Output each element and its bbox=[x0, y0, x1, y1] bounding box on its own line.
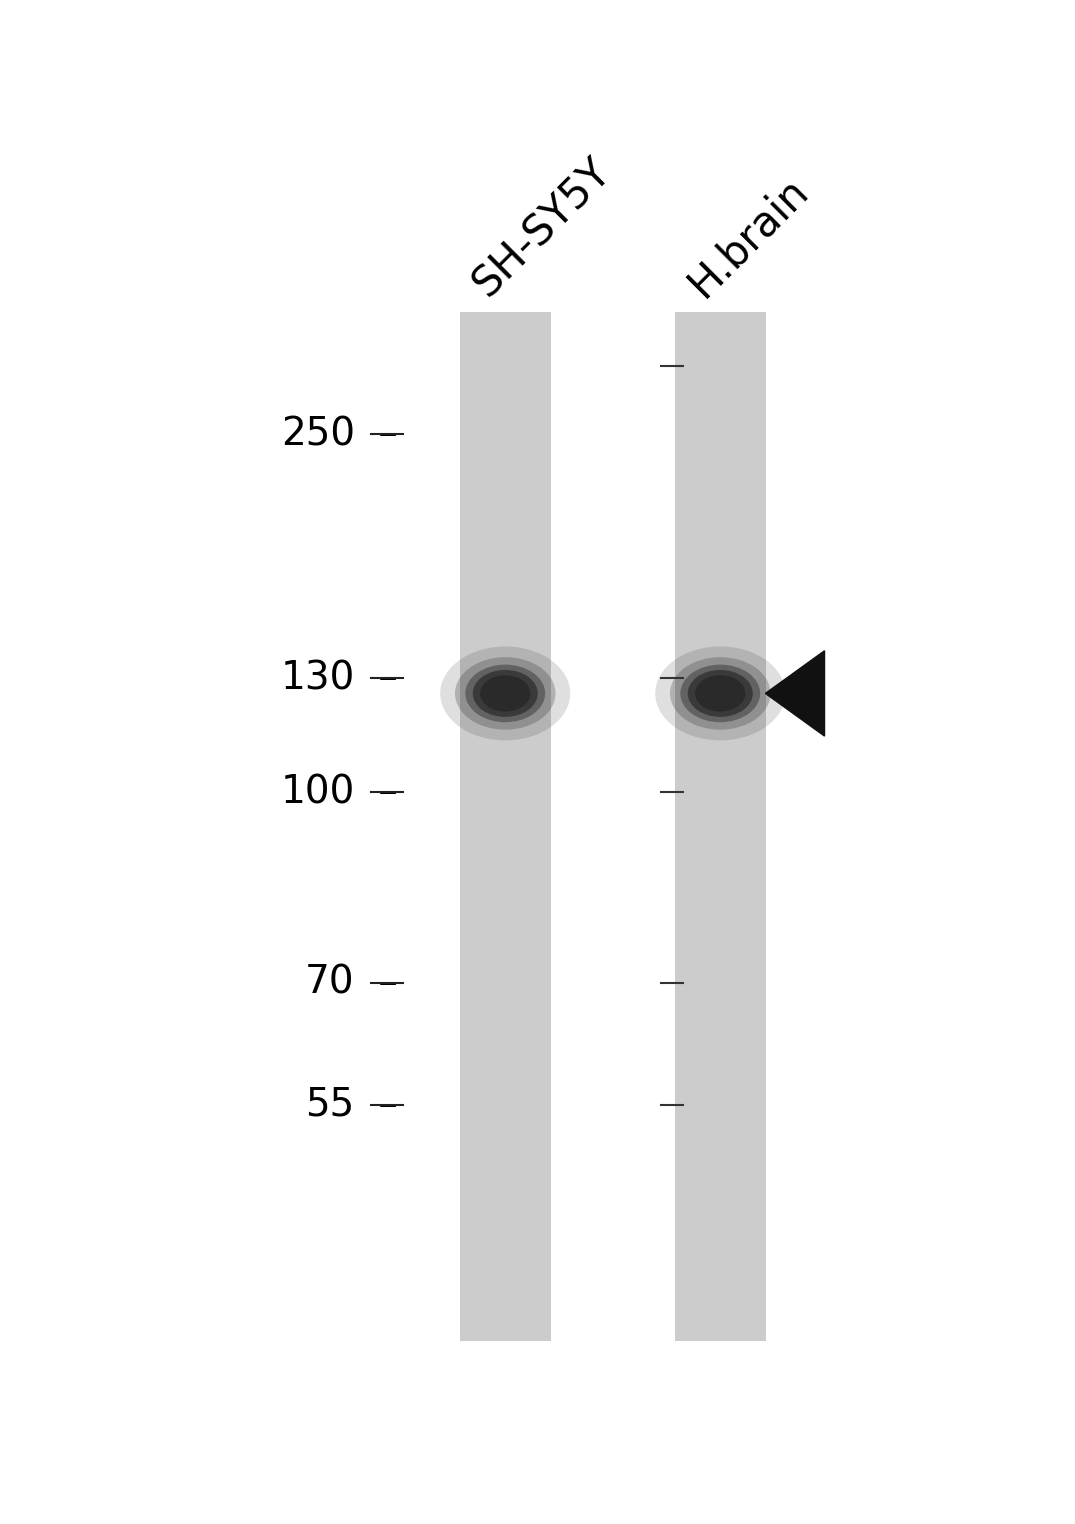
Text: –: – bbox=[366, 965, 398, 1001]
Ellipse shape bbox=[441, 646, 570, 741]
Ellipse shape bbox=[465, 664, 545, 722]
Text: 250: 250 bbox=[281, 416, 355, 453]
Ellipse shape bbox=[455, 657, 556, 730]
Text: 70: 70 bbox=[305, 965, 355, 1001]
Ellipse shape bbox=[696, 675, 745, 712]
Polygon shape bbox=[765, 651, 825, 736]
Ellipse shape bbox=[481, 675, 530, 712]
Ellipse shape bbox=[688, 671, 752, 716]
Bar bbox=[675, 312, 766, 1341]
Text: SH-SY5Y: SH-SY5Y bbox=[465, 151, 619, 305]
Text: –: – bbox=[366, 660, 398, 696]
Text: –: – bbox=[366, 416, 398, 453]
Text: –: – bbox=[366, 774, 398, 811]
Text: –: – bbox=[366, 1087, 398, 1123]
Ellipse shape bbox=[656, 646, 785, 741]
Bar bbox=[460, 312, 551, 1341]
Ellipse shape bbox=[680, 664, 760, 722]
Ellipse shape bbox=[473, 671, 538, 716]
Ellipse shape bbox=[670, 657, 771, 730]
Text: H.brain: H.brain bbox=[680, 169, 816, 305]
Text: 100: 100 bbox=[281, 774, 355, 811]
Text: 55: 55 bbox=[305, 1087, 355, 1123]
Text: 130: 130 bbox=[281, 660, 355, 696]
